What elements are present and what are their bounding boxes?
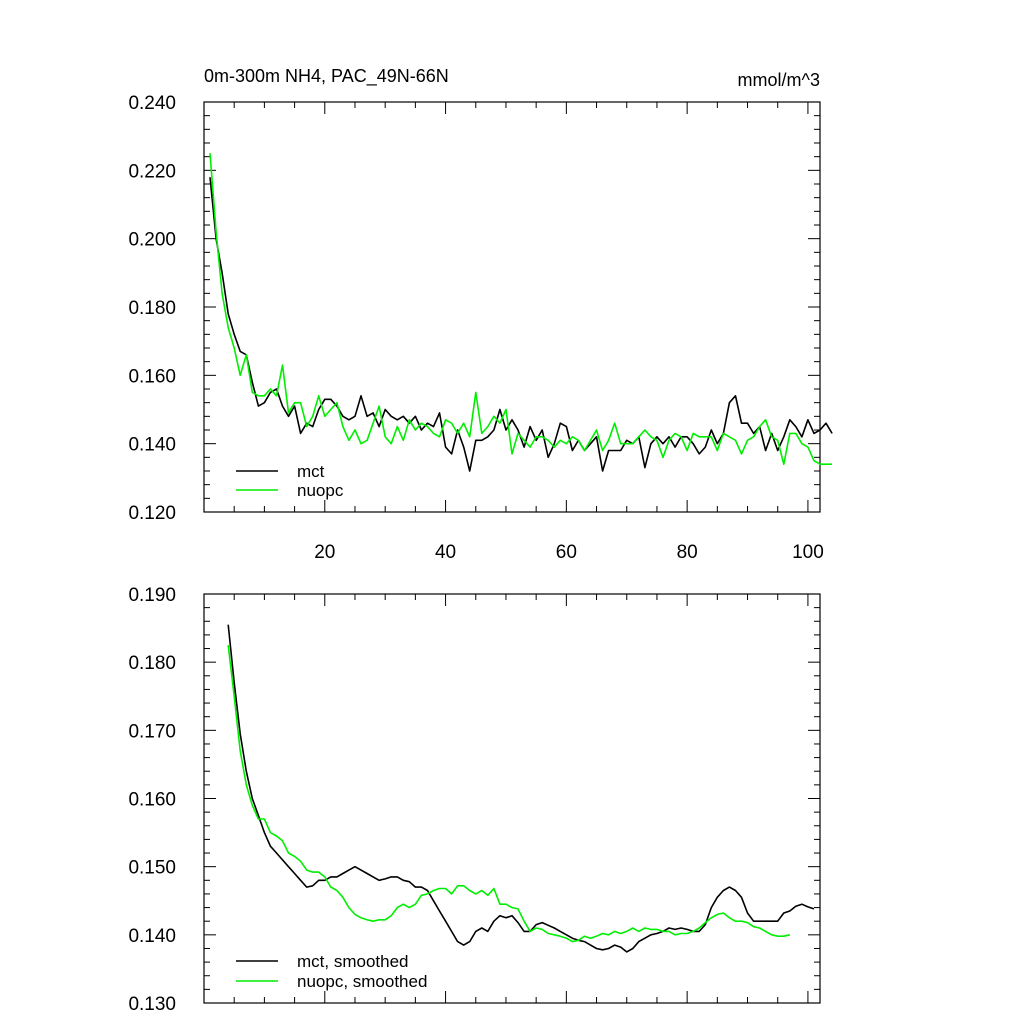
x-tick-label: 80 bbox=[677, 542, 698, 563]
series-line-nuopc bbox=[209, 153, 833, 466]
top-chart-title: 0m-300m NH4, PAC_49N-66N bbox=[204, 66, 449, 87]
y-tick-label: 0.180 bbox=[128, 298, 176, 319]
y-tick-label: 0.170 bbox=[128, 721, 176, 742]
y-tick-label: 0.140 bbox=[128, 435, 176, 456]
legend-label-mct-smoothed: mct, smoothed bbox=[297, 952, 409, 971]
y-tick-label: 0.160 bbox=[128, 366, 176, 387]
bottom-y-tick-labels: 0.130 0.140 0.150 0.160 0.170 0.180 0.190 bbox=[128, 585, 176, 1015]
legend-label-mct: mct bbox=[297, 462, 325, 481]
top-units-label: mmol/m^3 bbox=[738, 70, 820, 90]
x-tick-label: 60 bbox=[556, 542, 577, 563]
y-tick-label: 0.240 bbox=[128, 93, 176, 114]
bottom-plot-frame bbox=[203, 593, 821, 1004]
bottom-legend: mct, smoothed nuopc, smoothed bbox=[236, 952, 427, 991]
bottom-series-lines bbox=[227, 624, 815, 953]
series-line-nuopc-smoothed bbox=[227, 645, 790, 943]
series-line-mct bbox=[209, 177, 833, 472]
top-legend: mct nuopc bbox=[236, 462, 344, 500]
bottom-panel: 0.130 0.140 0.150 0.160 0.170 0.180 0.190 mct,… bbox=[128, 585, 821, 1015]
legend-label-nuopc: nuopc bbox=[297, 481, 344, 500]
y-tick-label: 0.150 bbox=[128, 858, 176, 879]
y-tick-label: 0.180 bbox=[128, 653, 176, 674]
y-tick-label: 0.130 bbox=[128, 994, 176, 1015]
bottom-ticks bbox=[204, 593, 820, 1004]
top-y-tick-labels: 0.120 0.140 0.160 0.180 0.200 0.220 0.240 bbox=[128, 93, 176, 524]
x-tick-label: 40 bbox=[435, 542, 456, 563]
x-tick-label: 100 bbox=[792, 542, 824, 563]
top-series-lines bbox=[209, 153, 833, 472]
x-tick-label: 20 bbox=[314, 542, 335, 563]
y-tick-label: 0.160 bbox=[128, 790, 176, 811]
y-tick-label: 0.140 bbox=[128, 926, 176, 947]
top-x-tick-labels: 20 40 60 80 100 bbox=[314, 542, 824, 563]
y-tick-label: 0.120 bbox=[128, 503, 176, 524]
y-tick-label: 0.200 bbox=[128, 230, 176, 251]
legend-label-nuopc-smoothed: nuopc, smoothed bbox=[297, 972, 427, 991]
y-tick-label: 0.190 bbox=[128, 585, 176, 606]
y-tick-label: 0.220 bbox=[128, 161, 176, 182]
series-line-mct-smoothed bbox=[227, 624, 815, 953]
top-ticks bbox=[204, 101, 820, 513]
top-panel: 0m-300m NH4, PAC_49N-66N mmol/m^3 0.1200… bbox=[128, 66, 833, 563]
